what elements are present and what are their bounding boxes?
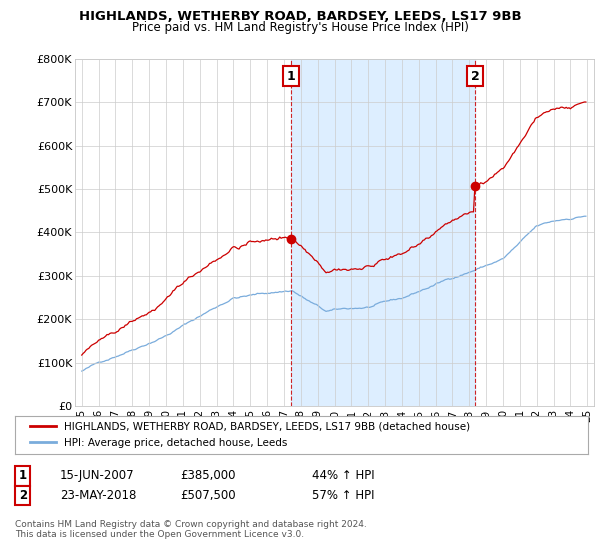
Text: £507,500: £507,500 — [180, 489, 236, 502]
Text: £385,000: £385,000 — [180, 469, 235, 482]
Text: 1: 1 — [287, 69, 295, 83]
Text: 15-JUN-2007: 15-JUN-2007 — [60, 469, 134, 482]
Text: 2: 2 — [19, 489, 27, 502]
Bar — [291, 59, 475, 406]
Text: Contains HM Land Registry data © Crown copyright and database right 2024.
This d: Contains HM Land Registry data © Crown c… — [15, 520, 367, 539]
Text: 23-MAY-2018: 23-MAY-2018 — [60, 489, 136, 502]
Text: 2: 2 — [470, 69, 479, 83]
Legend: HIGHLANDS, WETHERBY ROAD, BARDSEY, LEEDS, LS17 9BB (detached house), HPI: Averag: HIGHLANDS, WETHERBY ROAD, BARDSEY, LEEDS… — [26, 417, 475, 452]
Text: 44% ↑ HPI: 44% ↑ HPI — [312, 469, 374, 482]
Text: HIGHLANDS, WETHERBY ROAD, BARDSEY, LEEDS, LS17 9BB: HIGHLANDS, WETHERBY ROAD, BARDSEY, LEEDS… — [79, 10, 521, 23]
Text: 57% ↑ HPI: 57% ↑ HPI — [312, 489, 374, 502]
Text: 1: 1 — [19, 469, 27, 482]
Text: Price paid vs. HM Land Registry's House Price Index (HPI): Price paid vs. HM Land Registry's House … — [131, 21, 469, 34]
